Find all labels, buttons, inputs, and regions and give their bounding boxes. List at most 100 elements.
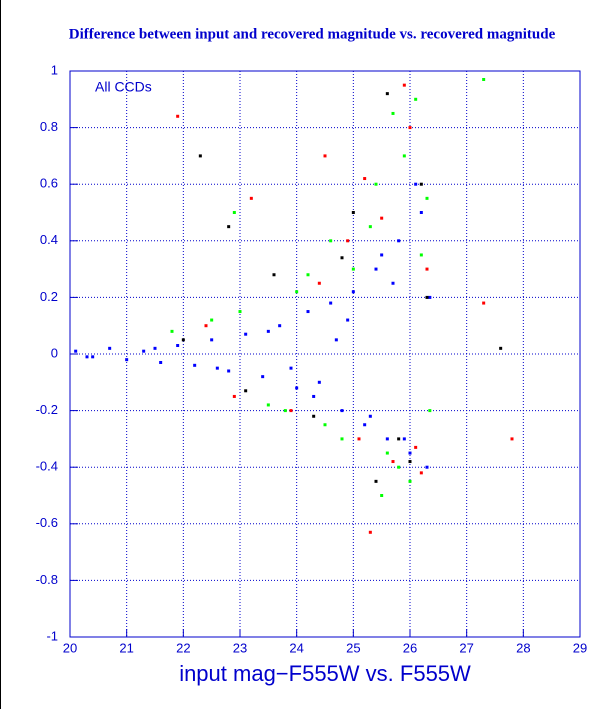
point <box>363 177 367 181</box>
point <box>428 409 432 413</box>
point <box>385 437 389 441</box>
point <box>391 111 395 115</box>
point <box>408 451 412 455</box>
point <box>329 239 333 243</box>
chart-title: Difference between input and recovered m… <box>69 26 556 42</box>
y-tick-label: 1 <box>51 62 58 77</box>
point <box>346 318 350 322</box>
point <box>419 211 423 214</box>
point <box>142 349 146 353</box>
x-tick-label: 20 <box>63 640 77 655</box>
point <box>357 437 361 441</box>
point <box>368 530 372 534</box>
point <box>181 338 185 342</box>
point <box>289 409 293 413</box>
point <box>374 479 378 483</box>
point <box>408 479 412 483</box>
point <box>176 114 180 118</box>
point <box>385 451 389 455</box>
point <box>295 386 299 390</box>
x-tick-label: 24 <box>289 640 303 655</box>
point <box>391 281 395 285</box>
point <box>397 465 401 469</box>
point <box>232 394 236 398</box>
point <box>368 225 372 229</box>
point <box>385 92 389 96</box>
point <box>261 375 265 379</box>
point <box>414 445 418 449</box>
point <box>482 77 486 81</box>
point <box>380 216 384 220</box>
y-tick-label: 0.2 <box>40 289 58 304</box>
y-tick-label: -1 <box>46 628 58 643</box>
point <box>249 196 253 200</box>
point <box>306 273 310 277</box>
point <box>193 363 197 367</box>
point <box>227 369 231 373</box>
point <box>419 471 423 475</box>
point <box>334 338 338 342</box>
point <box>414 97 418 101</box>
y-tick-label: -0.6 <box>36 515 58 530</box>
point <box>340 437 344 441</box>
point <box>323 423 327 427</box>
point <box>414 182 418 186</box>
x-axis-label: input mag−F555W vs. F555W <box>179 661 471 686</box>
point <box>312 394 316 398</box>
x-tick-label: 25 <box>346 640 360 655</box>
point <box>374 267 378 271</box>
point <box>402 83 406 87</box>
point <box>278 324 282 328</box>
point <box>289 366 293 370</box>
point <box>425 267 429 271</box>
point <box>125 358 129 362</box>
point <box>340 409 344 413</box>
x-tick-label: 21 <box>119 640 133 655</box>
x-tick-label: 26 <box>403 640 417 655</box>
point <box>425 196 429 200</box>
point <box>170 329 174 333</box>
y-tick-label: 0 <box>51 345 58 360</box>
point <box>380 253 384 257</box>
point <box>312 414 316 418</box>
annotation: All CCDs <box>95 79 152 95</box>
y-tick-label: 0.8 <box>40 119 58 134</box>
point <box>227 225 231 229</box>
x-tick-label: 29 <box>573 640 587 655</box>
point <box>397 437 401 441</box>
x-tick-label: 27 <box>459 640 473 655</box>
point <box>295 290 299 294</box>
plot-frame <box>69 70 581 638</box>
x-tick-label: 28 <box>516 640 530 655</box>
y-tick-label: 0.6 <box>40 176 58 191</box>
point <box>419 253 423 257</box>
point <box>283 409 287 413</box>
point <box>408 126 412 130</box>
point <box>419 182 423 186</box>
y-tick-label: -0.4 <box>36 459 58 474</box>
point <box>374 182 378 186</box>
point <box>153 346 157 350</box>
point <box>499 346 503 350</box>
point <box>380 494 384 497</box>
point <box>425 465 429 469</box>
x-tick-label: 23 <box>233 640 247 655</box>
point <box>402 154 406 158</box>
point <box>266 403 270 407</box>
point <box>397 239 401 243</box>
point <box>159 360 163 364</box>
point <box>198 154 202 158</box>
point <box>108 346 112 350</box>
point <box>210 338 214 342</box>
point <box>232 211 236 214</box>
point <box>272 273 276 277</box>
point <box>85 355 89 359</box>
point <box>351 211 355 214</box>
point <box>391 460 395 464</box>
point <box>425 295 429 299</box>
point <box>368 414 372 418</box>
point <box>329 301 333 305</box>
point <box>210 318 214 322</box>
point <box>351 267 355 271</box>
point <box>244 389 248 393</box>
